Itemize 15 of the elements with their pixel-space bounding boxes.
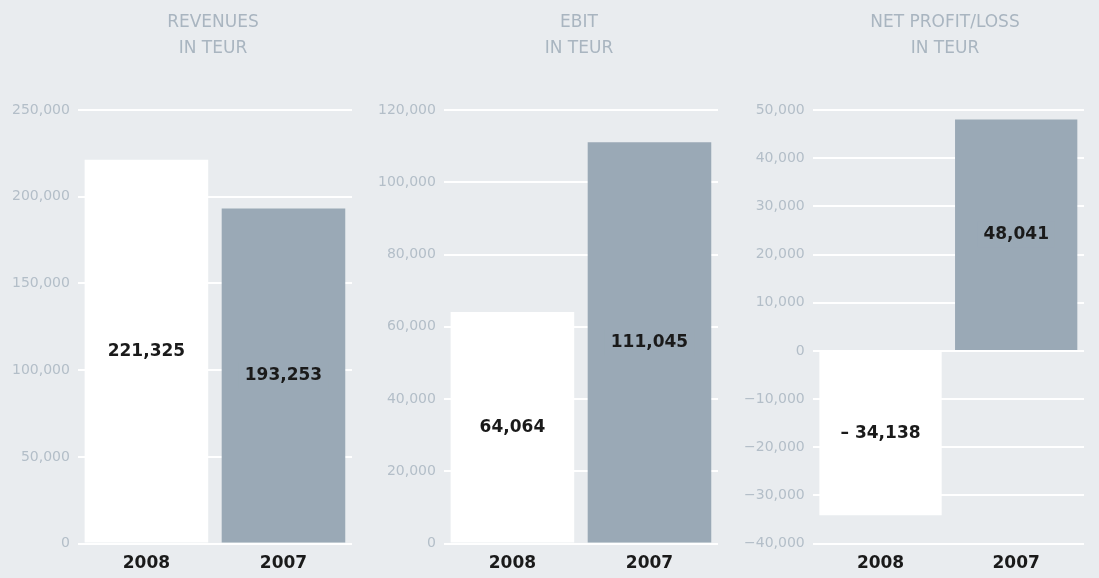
chart-title: REVENUES IN TEUR	[166, 10, 260, 59]
data-label: – 34,138	[840, 422, 921, 443]
x-tick-label: 2007	[259, 552, 308, 573]
data-label: 111,045	[610, 330, 689, 351]
x-tick-label: 2007	[625, 552, 674, 573]
chart-title: EBIT IN TEUR	[543, 10, 615, 59]
data-label: 48,041	[983, 223, 1049, 244]
data-label: 64,064	[479, 415, 546, 436]
x-tick-label: 2008	[856, 552, 905, 573]
x-tick-label: 2007	[992, 552, 1040, 573]
data-label: 193,253	[244, 363, 323, 384]
data-label: 221,325	[107, 339, 186, 360]
x-tick-label: 2008	[488, 552, 537, 573]
x-tick-label: 2008	[122, 552, 171, 573]
chart-title: NET PROFIT/LOSS IN TEUR	[869, 10, 1021, 59]
